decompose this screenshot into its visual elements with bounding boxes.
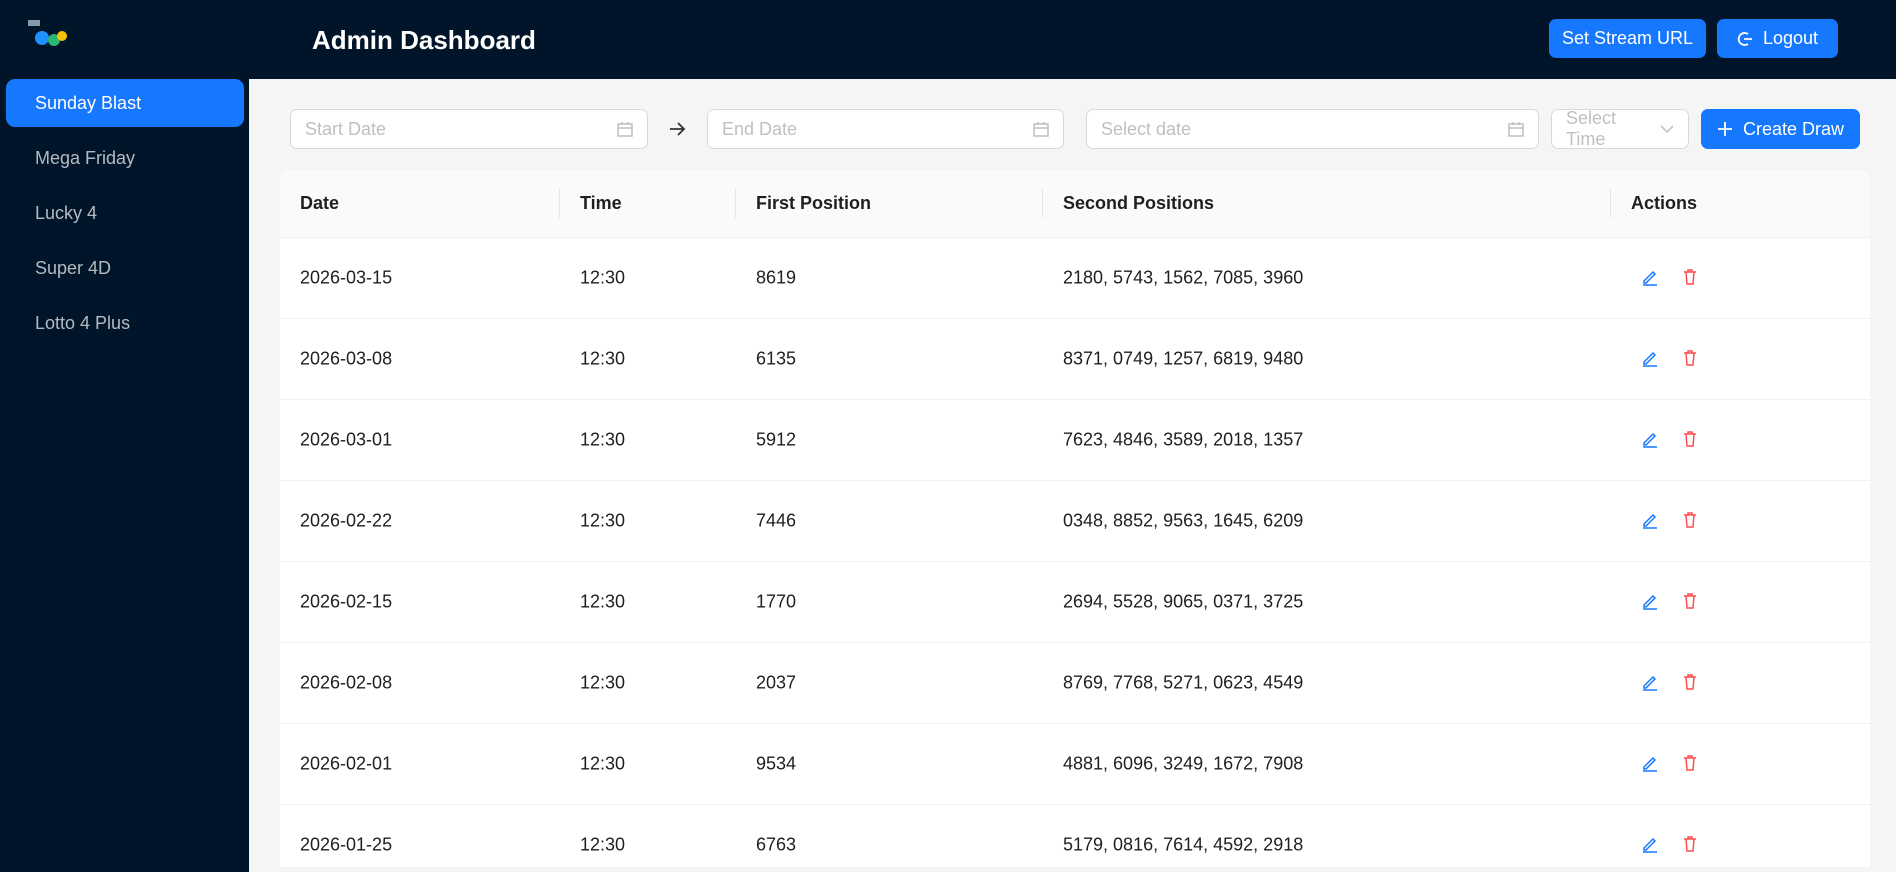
menu-item[interactable]: Super 4D <box>35 257 112 278</box>
cell: 5912 <box>756 429 797 450</box>
delete-icon[interactable] <box>1681 592 1699 615</box>
delete-icon[interactable] <box>1681 754 1699 777</box>
row-line <box>280 642 1870 643</box>
cell: 7446 <box>756 510 797 531</box>
cell: 12:30 <box>580 510 626 531</box>
row-line <box>280 561 1870 562</box>
edit-icon[interactable] <box>1641 349 1659 372</box>
label: Set Stream URL <box>1561 28 1694 48</box>
cell: 12:30 <box>580 834 626 855</box>
cell: 8769, 7768, 5271, 0623, 4549 <box>1063 672 1304 693</box>
cell: 2026-03-01 <box>300 429 393 450</box>
cell: 12:30 <box>580 348 626 369</box>
icon <box>1508 122 1524 137</box>
icon <box>1033 122 1049 137</box>
label: Logout <box>1762 28 1819 48</box>
cell: 1770 <box>756 591 797 612</box>
separator <box>735 189 736 218</box>
header: Admin Dashboard Set Stream URL Logout <box>0 0 1896 79</box>
column-header: Date <box>300 170 340 237</box>
end-date[interactable]: End Date <box>707 109 1064 149</box>
row-line <box>280 723 1870 724</box>
row-line <box>280 318 1870 319</box>
column-header: Actions <box>1631 170 1698 237</box>
column-header: Time <box>580 170 622 237</box>
delete-icon[interactable] <box>1681 511 1699 534</box>
column-header: Second Positions <box>1063 170 1215 237</box>
separator <box>1042 189 1043 218</box>
cell: 6763 <box>756 834 797 855</box>
title: Admin Dashboard <box>312 25 536 55</box>
cell: 4881, 6096, 3249, 1672, 7908 <box>1063 753 1304 774</box>
row-line <box>280 399 1870 400</box>
select-date[interactable]: Select date <box>1086 109 1539 149</box>
icon <box>1737 31 1752 46</box>
cell: 7623, 4846, 3589, 2018, 1357 <box>1063 429 1304 450</box>
cell: 12:30 <box>580 591 626 612</box>
create-button[interactable]: Create Draw <box>1701 109 1860 149</box>
cell: 12:30 <box>580 267 626 288</box>
sidebar: Sunday Blast Mega Friday Lucky 4 Super 4D Lo… <box>0 79 249 872</box>
delete-icon[interactable] <box>1681 349 1699 372</box>
edit-icon[interactable] <box>1641 592 1659 615</box>
menu-item[interactable]: Lucky 4 <box>35 202 98 223</box>
cell: 0348, 8852, 9563, 1645, 6209 <box>1063 510 1304 531</box>
cell: 2037 <box>756 672 797 693</box>
placeholder: End Date <box>722 118 798 139</box>
cell: 2180, 5743, 1562, 7085, 3960 <box>1063 267 1304 288</box>
cell: 6135 <box>756 348 797 369</box>
delete-icon[interactable] <box>1681 268 1699 291</box>
cell: 2694, 5528, 9065, 0371, 3725 <box>1063 591 1304 612</box>
menu-item[interactable]: Lotto 4 Plus <box>35 312 131 333</box>
cell: 2026-02-08 <box>300 672 393 693</box>
cell: 2026-02-15 <box>300 591 393 612</box>
delete-icon[interactable] <box>1681 673 1699 696</box>
cell: 12:30 <box>580 753 626 774</box>
select-time[interactable]: Select Time <box>1551 108 1689 149</box>
column-header: First Position <box>756 170 872 237</box>
delete-icon[interactable] <box>1681 835 1699 858</box>
delete-icon[interactable] <box>1681 430 1699 453</box>
menu-item[interactable]: Sunday Blast <box>6 79 244 127</box>
table: Date Time First Position Second Positions Ac… <box>280 170 1870 867</box>
logout-button[interactable]: Logout <box>1717 19 1838 58</box>
label: Create Draw <box>1742 118 1845 139</box>
cell: 9534 <box>756 753 797 774</box>
cell: 2026-02-01 <box>300 753 393 774</box>
edit-icon[interactable] <box>1641 511 1659 534</box>
stream-button[interactable]: Set Stream URL <box>1549 19 1706 58</box>
row-line <box>280 480 1870 481</box>
cell: 5179, 0816, 7614, 4592, 2918 <box>1063 834 1304 855</box>
placeholder: Start Date <box>305 118 387 139</box>
separator <box>1610 189 1611 218</box>
start-date[interactable]: Start Date <box>290 109 648 149</box>
row-line <box>280 804 1870 805</box>
menu-item[interactable]: Mega Friday <box>35 147 136 168</box>
separator <box>559 189 560 218</box>
icon <box>617 122 633 137</box>
edit-icon[interactable] <box>1641 268 1659 291</box>
edit-icon[interactable] <box>1641 835 1659 858</box>
cell: 12:30 <box>580 672 626 693</box>
icon <box>1717 122 1732 136</box>
logo <box>28 20 67 46</box>
edit-icon[interactable] <box>1641 430 1659 453</box>
cell: 2026-03-15 <box>300 267 393 288</box>
cell: 12:30 <box>580 429 626 450</box>
placeholder: Select Time <box>1566 108 1617 149</box>
cell: 8371, 0749, 1257, 6819, 9480 <box>1063 348 1304 369</box>
arrow <box>670 122 686 136</box>
edit-icon[interactable] <box>1641 673 1659 696</box>
cell: 8619 <box>756 267 797 288</box>
placeholder: Select date <box>1101 118 1192 139</box>
edit-icon[interactable] <box>1641 754 1659 777</box>
cell: 2026-02-22 <box>300 510 393 531</box>
cell: 2026-03-08 <box>300 348 393 369</box>
cell: 2026-01-25 <box>300 834 393 855</box>
icon <box>1660 125 1674 134</box>
